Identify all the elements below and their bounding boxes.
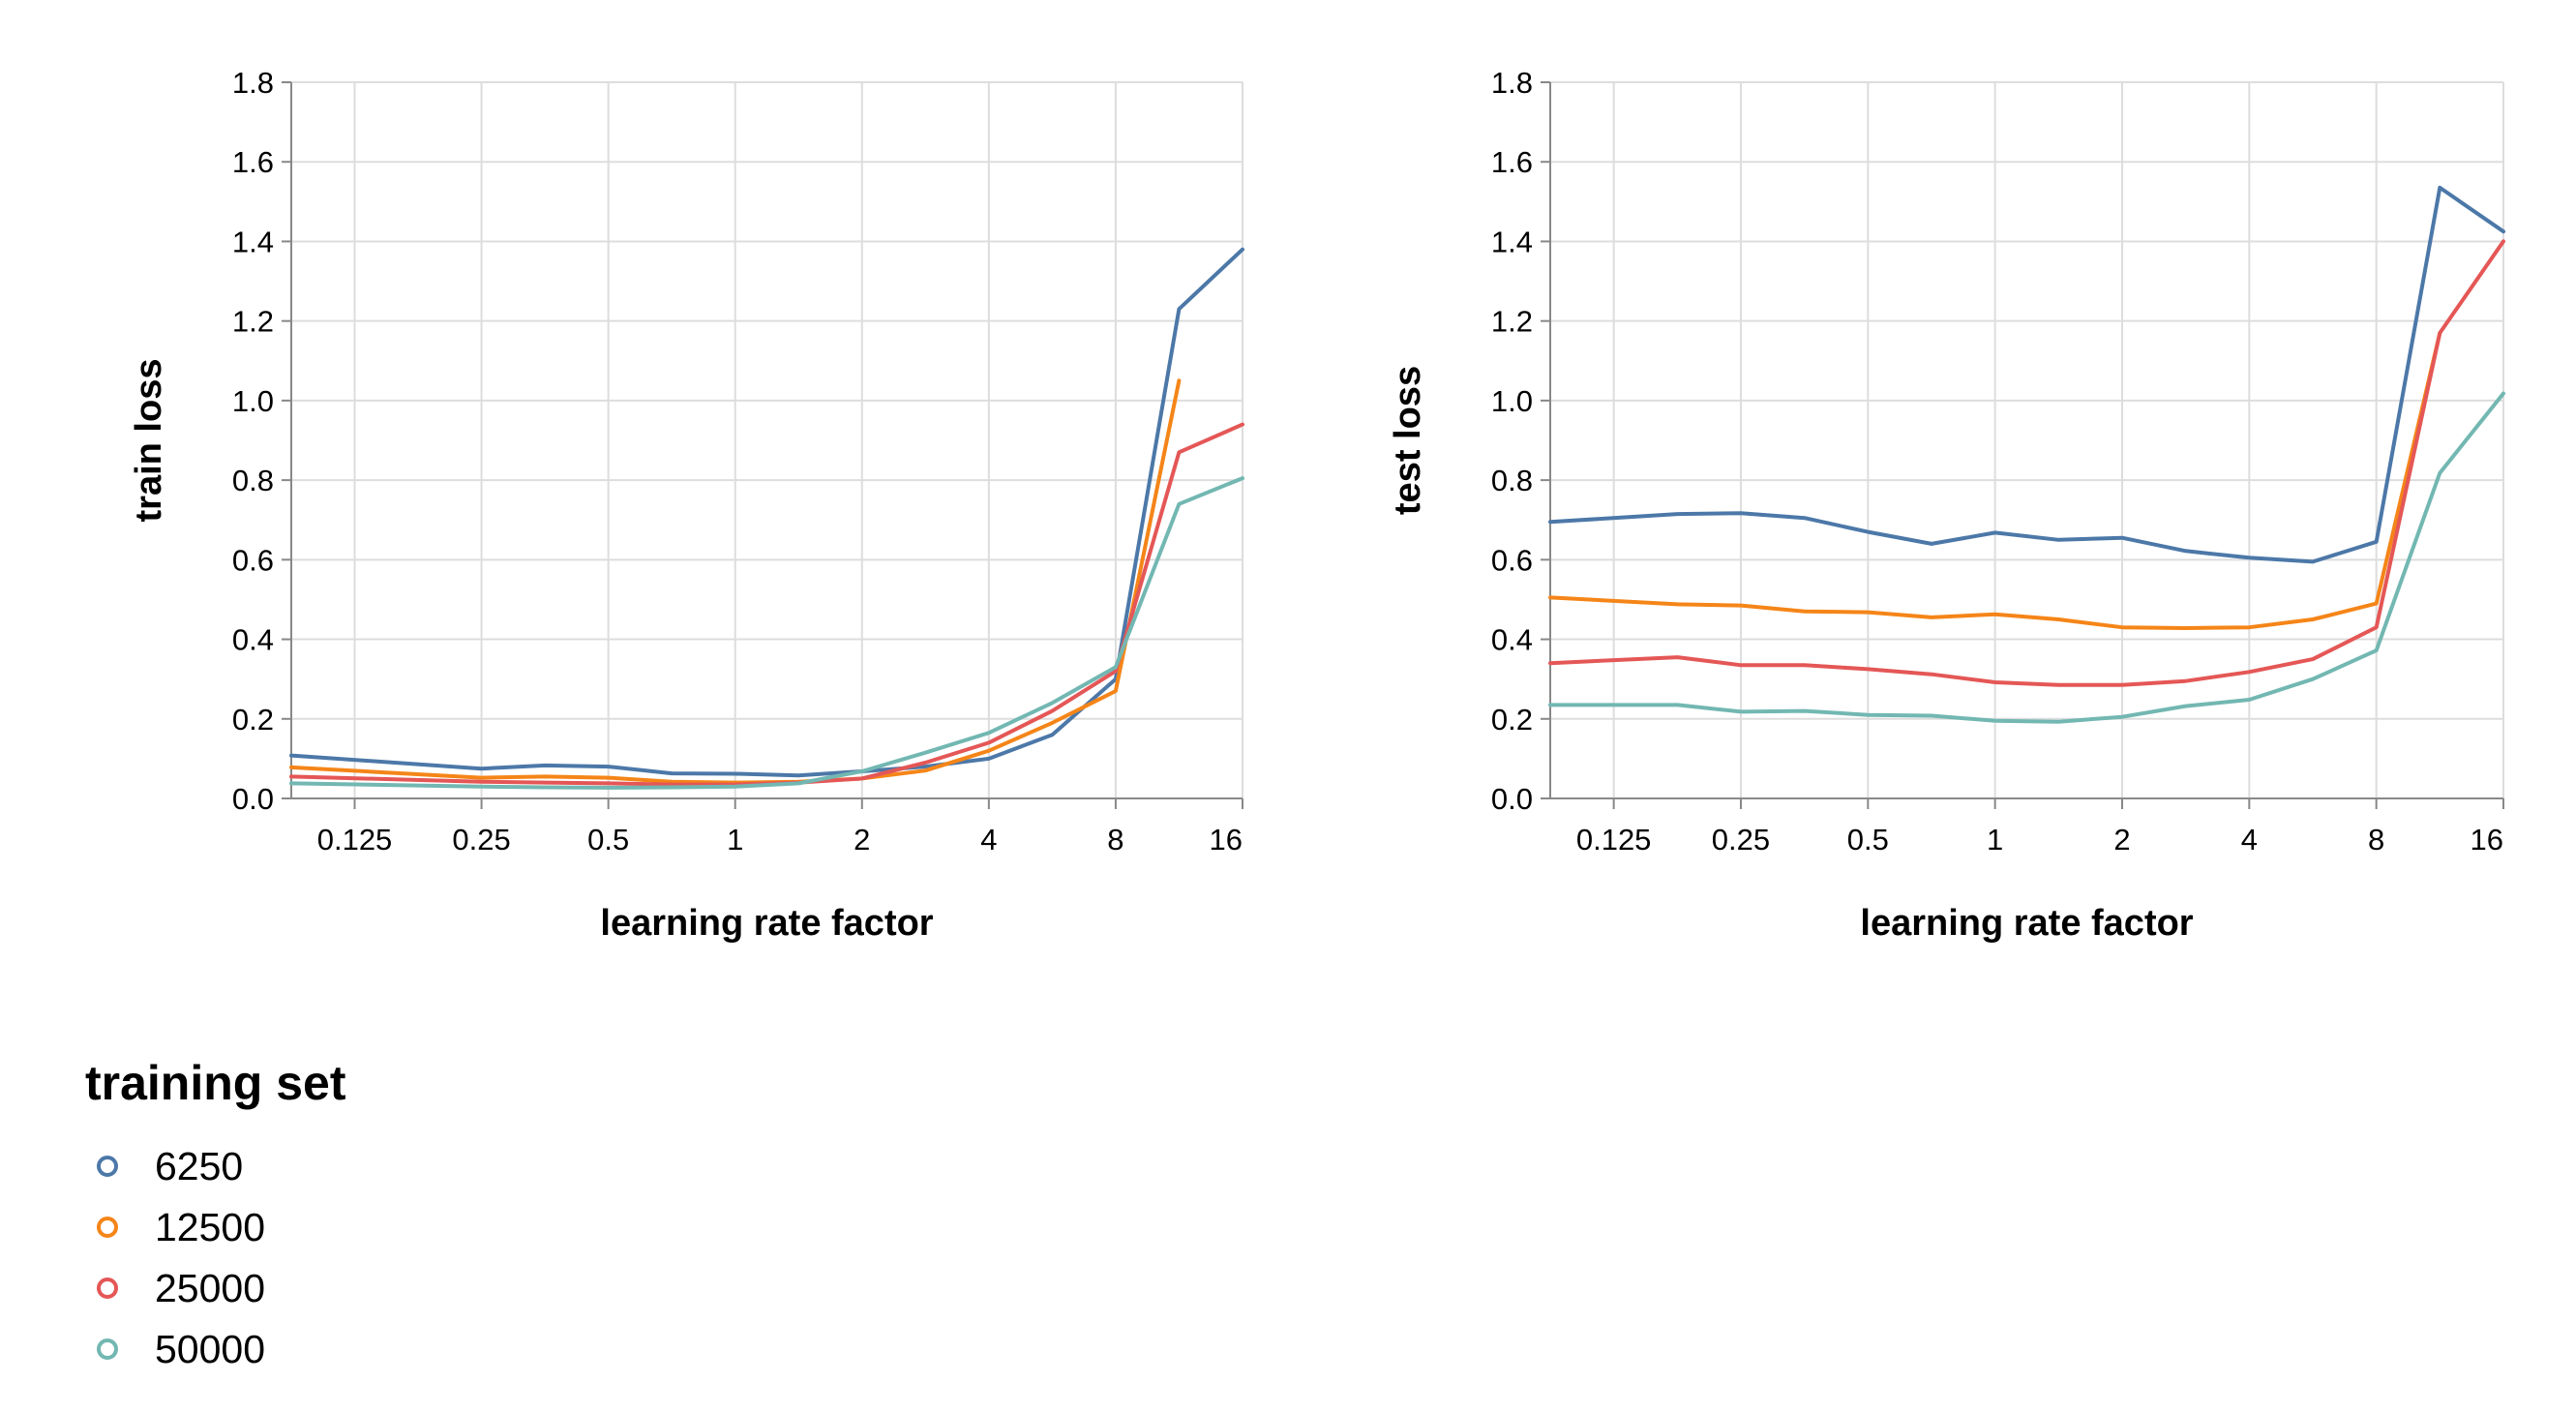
series-line-6250: [1548, 185, 2505, 564]
x-tick-label: 2: [854, 823, 870, 857]
legend: training set 6250 12500 25000 50000: [85, 1056, 346, 1371]
test-loss-chart: 0.0 0.2 0.4 0.6 0.8 1.0 1.2 1.4 1.6 1.8 0.125 0.25 0…: [1388, 66, 2505, 944]
y-tick-label: 1.8: [1491, 66, 1533, 100]
series-line-50000: [289, 476, 1244, 790]
x-axis-title: learning rate factor: [1860, 903, 2193, 944]
y-tick-label: 0.6: [1491, 543, 1533, 577]
y-axis-title: train loss: [129, 359, 169, 523]
legend-title: training set: [85, 1056, 346, 1110]
x-tick-label: 8: [1107, 823, 1123, 857]
y-axis-title: test loss: [1388, 366, 1428, 515]
y-tick-label: 1.0: [1491, 384, 1533, 418]
y-tick-label: 0.6: [232, 543, 274, 577]
y-tick-label: 0.8: [1491, 464, 1533, 497]
legend-label: 12500: [155, 1205, 265, 1249]
y-tick-label: 1.2: [232, 305, 274, 339]
y-tick-label: 0.8: [232, 464, 274, 497]
x-tick-label: 16: [1210, 823, 1243, 857]
legend-symbol-icon: [97, 1156, 118, 1177]
legend-item: 25000: [97, 1266, 265, 1310]
series-line-25000: [289, 422, 1244, 787]
series-line-12500: [1548, 331, 2442, 630]
x-tick-label: 4: [980, 823, 997, 857]
series-line-50000: [1548, 391, 2505, 724]
y-tick-label: 1.6: [1491, 145, 1533, 179]
x-axis-title: learning rate factor: [600, 903, 933, 944]
series-group: [1548, 185, 2505, 724]
x-tick-label: 0.125: [1576, 823, 1652, 857]
y-tick-label: 1.6: [232, 145, 274, 179]
x-tick-label: 2: [2113, 823, 2130, 857]
y-tick-label: 0.4: [232, 623, 274, 657]
legend-symbol-icon: [97, 1338, 118, 1360]
y-tick-label: 0.2: [232, 703, 274, 737]
gridlines: [291, 81, 1243, 799]
legend-symbol-icon: [97, 1278, 118, 1299]
legend-symbol-icon: [97, 1217, 118, 1238]
x-tick-label: 1: [1987, 823, 2003, 857]
legend-item: 12500: [97, 1205, 265, 1249]
y-tick-label: 0.0: [232, 782, 274, 816]
legend-item: 50000: [97, 1327, 265, 1371]
train-loss-chart: 0.0 0.2 0.4 0.6 0.8 1.0 1.2 1.4 1.6 1.8 0.125 0.25 0…: [129, 66, 1244, 944]
y-tick-label: 0.0: [1491, 782, 1533, 816]
x-tick-label: 0.125: [317, 823, 393, 857]
legend-item: 6250: [97, 1144, 243, 1188]
y-tick-label: 1.4: [1491, 225, 1533, 258]
x-tick-label: 4: [2241, 823, 2258, 857]
x-tick-label: 1: [727, 823, 743, 857]
legend-label: 25000: [155, 1266, 265, 1310]
y-tick-label: 0.2: [1491, 703, 1533, 737]
x-tick-label: 8: [2368, 823, 2384, 857]
series-line-6250: [289, 247, 1244, 778]
x-tick-label: 0.25: [1712, 823, 1770, 857]
y-tick-label: 0.4: [1491, 623, 1533, 657]
x-tick-label: 0.5: [1847, 823, 1889, 857]
series-group: [289, 247, 1244, 790]
y-tick-label: 1.2: [1491, 305, 1533, 339]
gridlines: [1550, 81, 2504, 799]
x-tick-label: 16: [2471, 823, 2503, 857]
x-tick-label: 0.25: [452, 823, 510, 857]
y-tick-label: 1.0: [232, 384, 274, 418]
y-tick-label: 1.4: [232, 225, 274, 258]
x-tick-label: 0.5: [587, 823, 629, 857]
y-tick-label: 1.8: [232, 66, 274, 100]
legend-label: 50000: [155, 1327, 265, 1371]
legend-entries: 6250 12500 25000 50000: [97, 1144, 265, 1371]
legend-label: 6250: [155, 1144, 243, 1188]
series-line-25000: [1548, 239, 2505, 687]
